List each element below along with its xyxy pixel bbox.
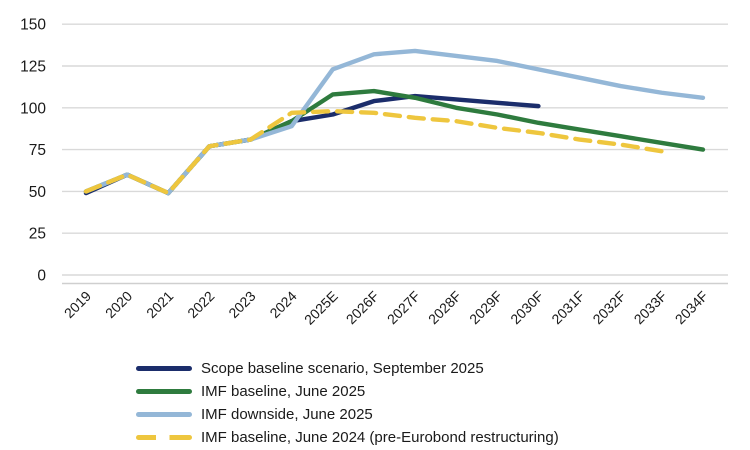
chart-canvas: 0 25 50 75 100 125 150 2019 2020 2021 2022 2023 2024… xyxy=(20,17,728,328)
legend-label: IMF baseline, June 2025 xyxy=(201,383,366,400)
legend-item-imf-baseline-2024: IMF baseline, June 2024 (pre-Eurobond re… xyxy=(136,426,559,449)
y-tick-label: 50 xyxy=(29,184,47,201)
x-tick-label: 2025E xyxy=(301,288,341,328)
x-tick-label: 2030F xyxy=(507,288,546,327)
x-tick-label: 2023 xyxy=(225,288,258,321)
x-tick-label: 2029F xyxy=(466,288,505,327)
legend-swatch-navy-line xyxy=(136,366,192,371)
legend-item-imf-baseline-2025: IMF baseline, June 2025 xyxy=(136,380,559,403)
x-tick-label: 2032F xyxy=(589,288,628,327)
legend-item-scope-baseline: Scope baseline scenario, September 2025 xyxy=(136,357,559,380)
x-tick-label: 2027F xyxy=(384,288,423,327)
legend-item-imf-downside-2025: IMF downside, June 2025 xyxy=(136,403,559,426)
legend-label: Scope baseline scenario, September 2025 xyxy=(201,360,484,377)
x-tick-label: 2026F xyxy=(343,288,382,327)
series-line-3 xyxy=(83,108,665,196)
legend-swatch-yellow-dashed-line xyxy=(136,435,192,440)
chart-legend: Scope baseline scenario, September 2025 … xyxy=(136,357,559,449)
y-tick-label: 125 xyxy=(20,59,46,76)
y-tick-label: 0 xyxy=(37,268,46,285)
series-line-2 xyxy=(83,48,706,196)
x-tick-label: 2034F xyxy=(672,288,711,327)
x-tick-label: 2019 xyxy=(61,288,94,321)
legend-swatch-lightblue-line xyxy=(136,412,192,417)
y-tick-label: 100 xyxy=(20,100,46,117)
y-tick-label: 25 xyxy=(29,226,46,243)
x-tick-label: 2024 xyxy=(266,288,299,321)
x-tick-label: 2022 xyxy=(184,288,217,321)
y-tick-label: 75 xyxy=(29,142,46,159)
y-tick-label: 150 xyxy=(20,17,46,34)
x-tick-label: 2021 xyxy=(143,288,176,321)
x-tick-label: 2020 xyxy=(102,288,135,321)
x-tick-label: 2031F xyxy=(548,288,587,327)
legend-label: IMF downside, June 2025 xyxy=(201,406,373,423)
legend-swatch-green-line xyxy=(136,389,192,394)
x-tick-label: 2028F xyxy=(425,288,464,327)
x-tick-label: 2033F xyxy=(631,288,670,327)
legend-label: IMF baseline, June 2024 (pre-Eurobond re… xyxy=(201,429,559,446)
